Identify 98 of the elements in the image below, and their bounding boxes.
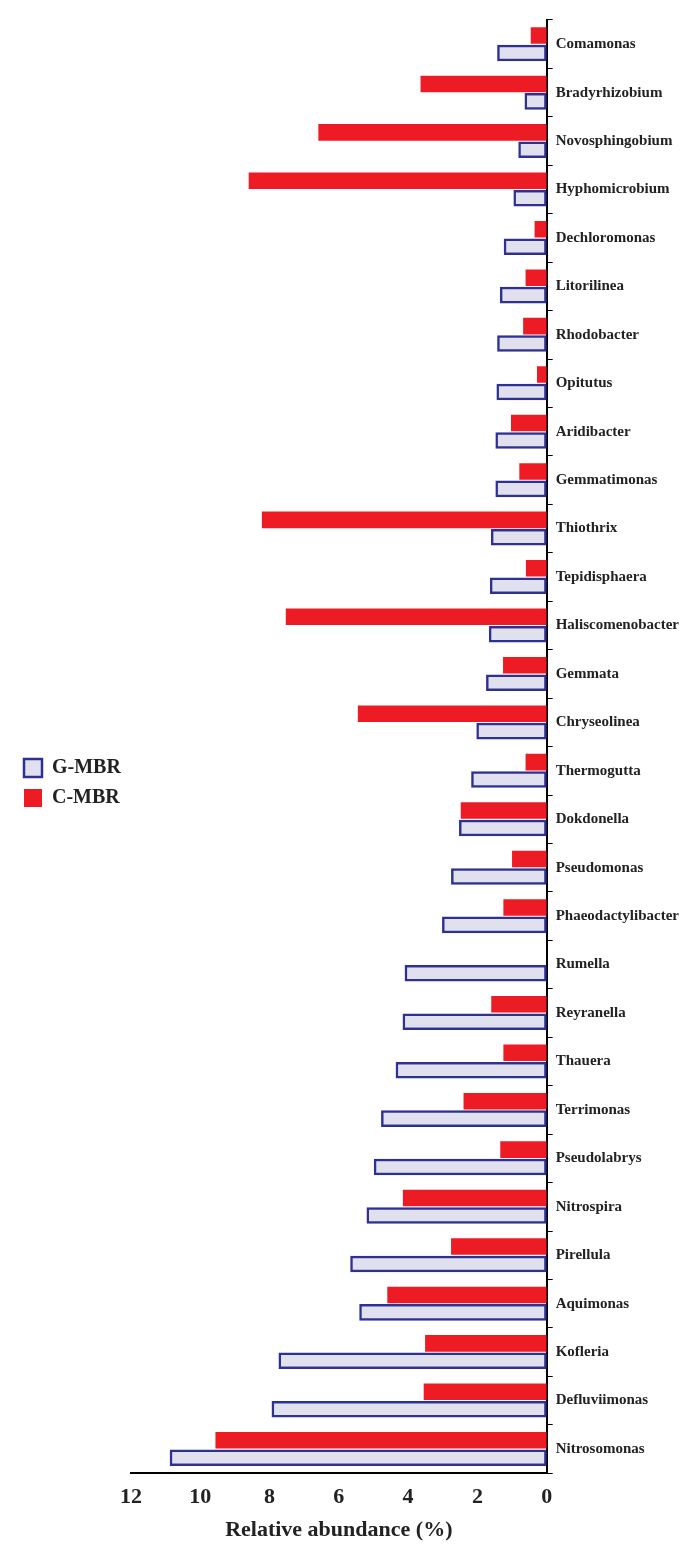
bar	[497, 335, 547, 352]
bar	[503, 656, 547, 674]
bar	[513, 189, 547, 207]
bar	[387, 1286, 547, 1304]
bar	[499, 286, 547, 304]
y-tick-label: Reyranella	[555, 1003, 627, 1020]
bar	[536, 366, 547, 383]
bar	[381, 1110, 547, 1127]
bar	[404, 965, 547, 982]
y-tick-label: Hyphomicrobium	[555, 180, 671, 197]
bar	[503, 899, 547, 916]
y-tick-label: Nitrospira	[555, 1197, 623, 1214]
bar	[525, 753, 547, 771]
x-tick-label: 0	[541, 1483, 553, 1509]
y-tick-label: Haliscomenobacter	[555, 616, 680, 633]
legend-label: C-MBR	[52, 785, 121, 808]
bar	[271, 1400, 547, 1418]
bar	[525, 560, 547, 577]
y-tick-label: Aquimonas	[555, 1294, 630, 1311]
y-tick-label: Thiothrix	[555, 519, 618, 536]
bar	[471, 771, 547, 788]
bar	[524, 93, 547, 110]
bar	[459, 819, 547, 837]
x-tick-label: 12	[119, 1483, 142, 1509]
bar	[402, 1013, 547, 1031]
bar	[395, 1061, 547, 1079]
y-tick-label: Dechloromonas	[555, 228, 656, 245]
x-tick-label: 2	[471, 1483, 483, 1509]
bar	[215, 1431, 547, 1449]
bar	[476, 722, 547, 740]
y-tick-label: Bradyrhizobium	[555, 83, 663, 100]
bar	[261, 511, 547, 529]
bar	[486, 674, 547, 691]
bar	[525, 269, 547, 286]
legend-label: G-MBR	[52, 755, 122, 778]
bar	[503, 238, 547, 255]
bar	[503, 1044, 547, 1062]
y-tick-label: Defluviimonas	[555, 1391, 649, 1408]
bar	[420, 75, 547, 93]
y-tick-label: Pirellula	[555, 1246, 611, 1263]
bar	[460, 802, 547, 819]
y-tick-label: Comamonas	[555, 35, 636, 52]
y-tick-label: Rhodobacter	[555, 325, 640, 342]
bar	[495, 432, 547, 449]
bar	[497, 44, 547, 62]
bar	[285, 608, 547, 626]
bar	[357, 705, 547, 722]
bar	[490, 529, 547, 546]
y-tick-label: Gemmata	[555, 664, 620, 681]
bar	[359, 1304, 547, 1321]
y-tick-label: Chryseolinea	[555, 713, 641, 730]
bar	[169, 1449, 547, 1466]
bar	[463, 1092, 547, 1110]
bar	[523, 317, 547, 335]
y-tick-label: Gemmatimonas	[555, 471, 658, 488]
y-tick-label: Tepidisphaera	[555, 567, 648, 584]
y-tick-label: Phaeodactylibacter	[555, 907, 680, 924]
bar	[496, 383, 547, 401]
y-tick-label: Thauera	[555, 1052, 612, 1069]
bar	[318, 124, 547, 141]
x-axis-title: Relative abundance (%)	[225, 1516, 453, 1542]
x-tick-label: 8	[263, 1483, 275, 1509]
y-tick-label: Pseudolabrys	[555, 1149, 642, 1166]
bar	[488, 625, 547, 643]
y-tick-label: Kofleria	[555, 1342, 610, 1359]
bar	[402, 1189, 547, 1207]
bar	[425, 1335, 547, 1352]
bar	[519, 463, 547, 480]
y-tick-label: Novosphingobium	[555, 131, 673, 148]
bar	[491, 996, 547, 1013]
bar	[530, 27, 547, 44]
bar	[500, 1141, 547, 1158]
bar	[350, 1255, 547, 1273]
y-tick-label: Aridibacter	[555, 422, 632, 439]
y-tick-label: Thermogutta	[555, 761, 642, 778]
bar	[495, 480, 547, 498]
bar	[451, 1238, 547, 1255]
y-tick-label: Rumella	[555, 955, 611, 972]
x-tick-label: 4	[402, 1483, 414, 1509]
bar	[451, 868, 547, 885]
y-tick-label: Terrimonas	[555, 1100, 631, 1117]
y-tick-label: Opitutus	[555, 374, 613, 391]
bar	[366, 1207, 547, 1224]
bar	[518, 141, 547, 159]
x-tick-label: 10	[189, 1483, 212, 1509]
bar	[248, 172, 547, 190]
y-tick-label: Pseudomonas	[555, 858, 644, 875]
bar	[534, 220, 547, 238]
bar	[373, 1158, 547, 1176]
bar	[489, 577, 547, 595]
bar	[442, 916, 547, 934]
y-tick-label: Nitrosomonas	[555, 1439, 645, 1456]
y-tick-label: Litorilinea	[555, 277, 625, 294]
x-tick-label: 6	[333, 1483, 345, 1509]
y-tick-label: Dokdonella	[555, 810, 630, 827]
bar	[512, 850, 547, 868]
bar	[278, 1352, 547, 1370]
bar	[511, 414, 547, 432]
